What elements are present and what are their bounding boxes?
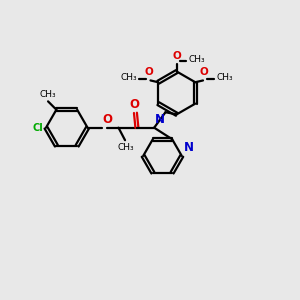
Text: O: O [200,68,208,77]
Text: Cl: Cl [32,123,43,133]
Text: CH₃: CH₃ [120,73,137,82]
Text: O: O [145,68,154,77]
Text: CH₃: CH₃ [117,143,134,152]
Text: N: N [184,142,194,154]
Text: CH₃: CH₃ [39,90,56,99]
Text: O: O [173,51,182,61]
Text: N: N [155,112,165,126]
Text: O: O [130,98,140,111]
Text: CH₃: CH₃ [217,73,233,82]
Text: CH₃: CH₃ [189,55,205,64]
Text: O: O [102,113,112,126]
